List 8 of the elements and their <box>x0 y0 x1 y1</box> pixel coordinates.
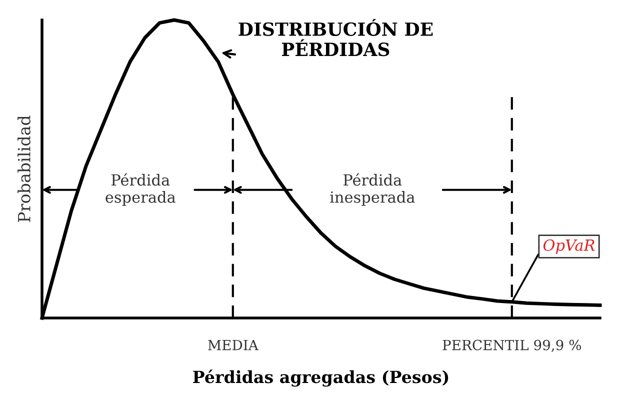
chart-title: DISTRIBUCIÓN DE PÉRDIDAS <box>238 19 433 56</box>
annotation: Pérdida esperada <box>106 173 176 206</box>
y-axis-title: Probabilidad <box>18 116 30 222</box>
annotation: Pérdida inesperada <box>330 173 415 206</box>
x-tick-label: PERCENTIL 99,9 % <box>442 340 582 352</box>
x-axis-title: Pérdidas agregadas (Pesos) <box>193 370 448 387</box>
annotation: OpVaR <box>543 239 595 254</box>
x-tick-label: MEDIA <box>208 340 259 350</box>
